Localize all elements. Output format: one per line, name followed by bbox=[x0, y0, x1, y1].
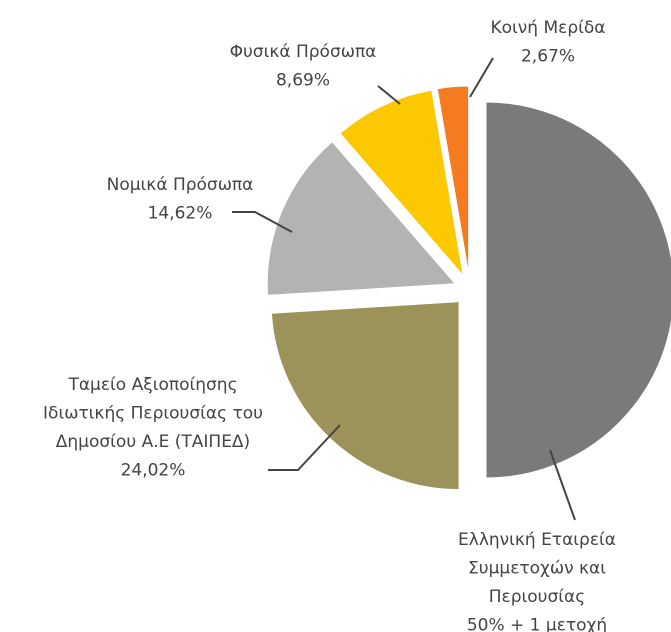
slice-label: Ιδιωτικής Περιουσίας του bbox=[43, 404, 263, 424]
slice-label: Κοινή Μερίδα bbox=[491, 18, 606, 38]
slice-label: Δημοσίου Α.Ε (ΤΑΙΠΕΔ) bbox=[56, 432, 250, 452]
leader-line bbox=[377, 85, 401, 105]
slice-value-label: 50% + 1 μετοχή bbox=[467, 616, 607, 632]
slice-value-label: 8,69% bbox=[276, 71, 330, 91]
slice-label: Νομικά Πρόσωπα bbox=[107, 175, 254, 195]
leader-line bbox=[469, 57, 494, 98]
leader-line bbox=[268, 424, 341, 471]
slice-value-label: 14,62% bbox=[148, 204, 213, 224]
slice-label: Φυσικά Πρόσωπα bbox=[230, 42, 377, 62]
leader-line bbox=[232, 211, 293, 233]
slice-label: Συμμετοχών και bbox=[468, 559, 606, 579]
pie-slice bbox=[266, 140, 457, 296]
slice-value-label: 24,02% bbox=[121, 461, 186, 481]
leader-line bbox=[549, 449, 576, 521]
slice-label: Ταμείο Αξιοποίησης bbox=[67, 375, 237, 395]
slice-value-label: 2,67% bbox=[521, 47, 575, 67]
slice-label: Ελληνική Εταιρεία bbox=[458, 530, 616, 550]
pie-slice bbox=[339, 89, 464, 278]
pie-slice bbox=[485, 101, 671, 479]
pie-slice bbox=[436, 85, 470, 275]
pie-slice bbox=[270, 301, 460, 491]
slice-label: Περιουσίας bbox=[489, 587, 585, 607]
